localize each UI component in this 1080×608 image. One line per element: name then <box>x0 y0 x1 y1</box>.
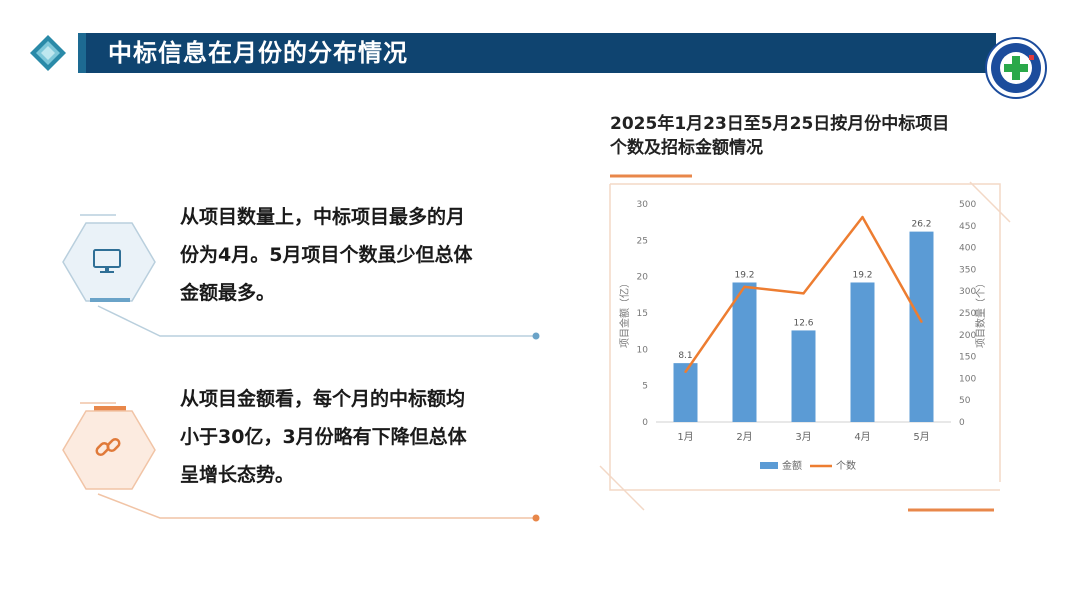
bar-data-label: 12.6 <box>793 318 813 328</box>
count-point-5 <box>920 320 923 323</box>
bar-data-label: 19.2 <box>734 270 754 280</box>
y-tick-label: 15 <box>637 309 648 319</box>
y2-tick-label: 100 <box>959 374 976 384</box>
y-tick-label: 20 <box>637 273 649 283</box>
x-tick-label: 4月 <box>854 431 870 443</box>
bar-data-label: 19.2 <box>852 270 872 280</box>
bar-5 <box>909 231 934 422</box>
point-1-text: 从项目数量上，中标项目最多的月 份为4月。5月项目个数虽少但总体 金额最多。 <box>180 198 530 312</box>
legend-swatch-amount <box>760 462 778 469</box>
y-axis-label: 项目金额（亿） <box>618 278 631 348</box>
x-tick-label: 1月 <box>677 431 693 443</box>
y2-tick-label: 0 <box>959 418 965 428</box>
link-icon <box>95 437 121 457</box>
monitor-icon <box>93 249 121 273</box>
cross-badge-icon <box>985 37 1047 99</box>
bar-2 <box>732 282 757 422</box>
count-point-1 <box>684 370 687 374</box>
point-1-line-1: 从项目数量上，中标项目最多的月 <box>180 206 466 228</box>
y-tick-label: 0 <box>642 418 648 428</box>
x-tick-label: 2月 <box>736 431 752 443</box>
legend-label-amount: 金额 <box>782 459 802 472</box>
point-2-line-1: 从项目金额看，每个月的中标额均 <box>180 388 466 410</box>
chart-heading-line-2: 个数及招标金额情况 <box>610 138 763 158</box>
point-1-decor <box>62 214 540 340</box>
y2-tick-label: 200 <box>959 331 976 341</box>
point-2-line-2: 小于30亿，3月份略有下降但总体 <box>180 426 467 448</box>
point-1-line-3: 金额最多。 <box>180 282 276 304</box>
bar-4 <box>850 282 875 422</box>
chart-heading: 2025年1月23日至5月25日按月份中标项目 个数及招标金额情况 <box>610 112 1030 160</box>
point-2-line-3: 呈增长态势。 <box>180 464 295 486</box>
point-2-text: 从项目金额看，每个月的中标额均 小于30亿，3月份略有下降但总体 呈增长态势。 <box>180 380 530 494</box>
count-point-4 <box>861 215 864 219</box>
count-point-3 <box>802 292 805 295</box>
x-tick-label: 3月 <box>795 431 811 443</box>
chart: 0510152025300501001502002503003504004505… <box>599 174 1011 512</box>
y-tick-label: 10 <box>637 345 649 355</box>
y2-tick-label: 250 <box>959 309 976 319</box>
y2-tick-label: 400 <box>959 244 976 254</box>
y2-tick-label: 500 <box>959 200 976 210</box>
count-point-2 <box>743 285 746 289</box>
y2-tick-label: 350 <box>959 265 976 275</box>
y2-axis-label: 项目数量（个） <box>974 278 987 348</box>
title-bar-accent <box>78 33 86 73</box>
y2-tick-label: 300 <box>959 287 976 297</box>
bar-3 <box>791 330 816 422</box>
y2-tick-label: 150 <box>959 353 976 363</box>
point-1-line-2: 份为4月。5月项目个数虽少但总体 <box>180 244 473 266</box>
y2-tick-label: 50 <box>959 396 971 406</box>
y2-tick-label: 450 <box>959 222 976 232</box>
bar-data-label: 8.1 <box>678 351 692 361</box>
page-title: 中标信息在月份的分布情况 <box>108 39 408 67</box>
diamond-logo-icon <box>30 35 66 71</box>
y-tick-label: 25 <box>637 236 648 246</box>
bar-data-label: 26.2 <box>911 220 931 230</box>
chart-frame-decor <box>599 174 1011 512</box>
y-tick-label: 5 <box>642 382 648 392</box>
chart-heading-line-1: 2025年1月23日至5月25日按月份中标项目 <box>610 114 950 134</box>
y-tick-label: 30 <box>637 200 649 210</box>
x-tick-label: 5月 <box>913 431 929 443</box>
legend-label-count: 个数 <box>836 459 856 472</box>
title-bar <box>78 33 996 73</box>
